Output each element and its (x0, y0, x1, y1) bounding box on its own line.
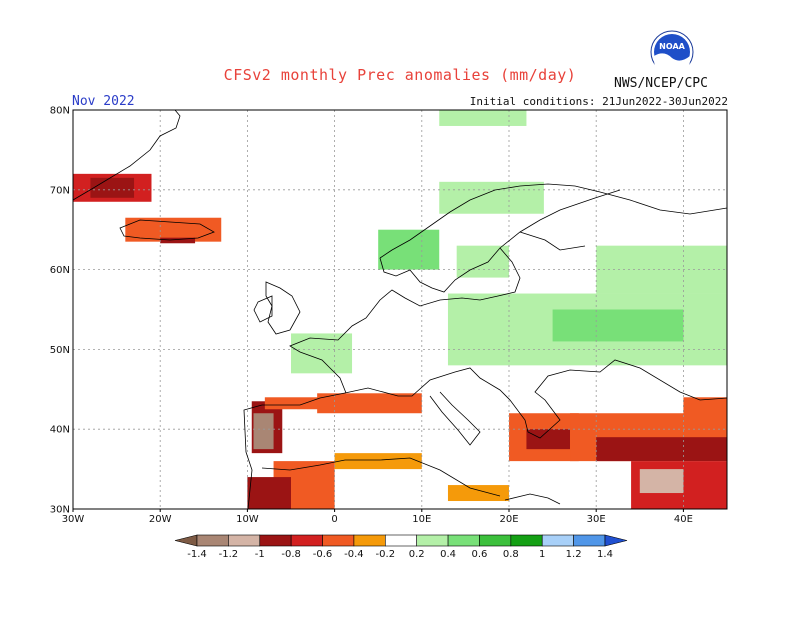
noaa-logo-text: NOAA (659, 42, 685, 51)
anomaly-region-greenland-east-core (90, 177, 135, 198)
anomaly-region-belarus-russia (552, 309, 684, 342)
anomaly-fills (73, 110, 727, 509)
lat-tick-label: 70N (50, 185, 70, 196)
anomaly-region-france-north (291, 333, 353, 374)
lon-tick-label: 0 (331, 514, 337, 525)
lon-tick-label: 10E (412, 514, 431, 525)
colorbar-swatch (353, 534, 386, 547)
coastlines (72, 109, 728, 510)
anomaly-region-turkey-south (596, 437, 727, 462)
colorbar-label: 0.4 (440, 549, 456, 560)
lat-tick-label: 50N (50, 345, 70, 356)
anomaly-region-barents-coast (439, 110, 527, 126)
colorbar-swatch (322, 534, 355, 547)
colorbar-label: -1 (255, 549, 265, 560)
lat-tick-label: 40N (50, 425, 70, 436)
colorbar-label: 1.4 (597, 549, 613, 560)
colorbar-label: -0.8 (281, 549, 301, 560)
colorbar-swatch (541, 534, 574, 547)
colorbar-label: 1 (539, 549, 545, 560)
lon-tick-label: 10W (236, 514, 259, 525)
anomaly-region-caspian-west (683, 397, 727, 430)
anomaly-region-aegean-core (526, 429, 571, 450)
colorbar-swatch (416, 534, 449, 547)
organization-label: NWS/NCEP/CPC (614, 76, 708, 91)
anomaly-region-libya-coast (447, 485, 509, 502)
colorbar-swatch (196, 534, 229, 547)
anomaly-region-algeria-coast (334, 453, 422, 470)
colorbar-label: -0.6 (313, 549, 333, 560)
anomaly-region-morocco-atlantic (247, 477, 291, 509)
lon-tick-labels: 30W 20W 10W 0 10E 20E 30E 40E (62, 509, 693, 525)
lat-tick-labels: 30N 40N 50N 60N 70N 80N (50, 106, 70, 516)
anomaly-region-iberia-north (264, 397, 335, 410)
lon-tick-label: 20E (499, 514, 518, 525)
anomaly-region-iceland-south (160, 237, 196, 244)
lat-tick-label: 30N (50, 505, 70, 516)
colorbar-swatch (479, 534, 512, 547)
colorbar-label: -1.2 (219, 549, 239, 560)
anomaly-region-norway-coast (378, 229, 440, 270)
colorbar-swatch (447, 534, 480, 547)
lon-tick-label: 20W (149, 514, 172, 525)
anomaly-region-pyrenees-gulf (317, 393, 422, 414)
anomaly-region-russia-north (596, 245, 727, 294)
colorbar-swatch (290, 534, 323, 547)
lat-tick-label: 80N (50, 106, 70, 117)
initial-conditions: Initial conditions: 21Jun2022-30Jun2022 (469, 95, 728, 108)
colorbar: -1.4 -1.2 -1 -0.8 -0.6 -0.4 -0.2 0.2 0.4 0.6 0.8 1 1… (174, 534, 628, 560)
colorbar-label: -1.4 (187, 549, 207, 560)
colorbar-max-arrow (604, 534, 628, 547)
map-gridlines (73, 110, 727, 509)
colorbar-swatch (228, 534, 261, 547)
colorbar-label: 1.2 (566, 549, 582, 560)
colorbar-swatch (510, 534, 543, 547)
colorbar-label: -0.2 (376, 549, 396, 560)
colorbar-swatch (385, 534, 417, 547)
colorbar-min-arrow (174, 534, 198, 547)
lon-tick-label: 40E (674, 514, 693, 525)
colorbar-label: -0.4 (344, 549, 364, 560)
lat-tick-label: 60N (50, 265, 70, 276)
colorbar-label: 0.8 (503, 549, 519, 560)
chart-title: CFSv2 monthly Prec anomalies (mm/day) (223, 66, 577, 84)
colorbar-swatch (259, 534, 292, 547)
anomaly-region-iberia-west-core (253, 413, 274, 450)
map-frame (72, 109, 728, 510)
noaa-logo-icon: NOAA (650, 30, 694, 74)
forecast-month: Nov 2022 (72, 94, 135, 109)
colorbar-swatch (573, 534, 606, 547)
colorbar-label: 0.6 (472, 549, 488, 560)
colorbar-label: 0.2 (409, 549, 425, 560)
anomaly-region-levant-core (639, 469, 684, 494)
lon-tick-label: 30E (587, 514, 606, 525)
anomaly-region-sweden-finland (456, 245, 509, 278)
lon-tick-label: 30W (62, 514, 85, 525)
